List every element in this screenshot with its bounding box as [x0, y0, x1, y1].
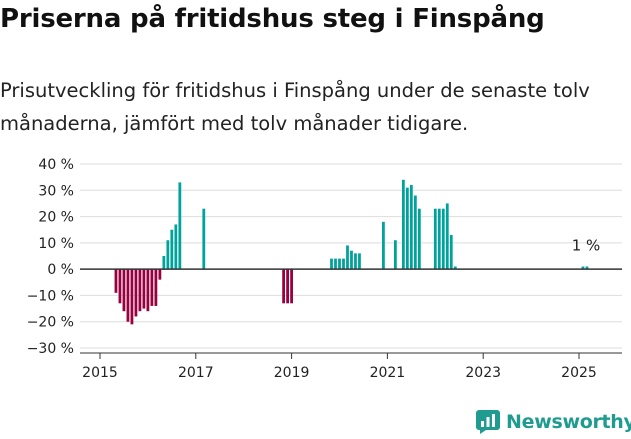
bar [130, 269, 134, 325]
bar [162, 256, 166, 270]
brand-name: Newsworthy [506, 411, 631, 433]
bar [350, 250, 353, 270]
bar [122, 269, 126, 312]
bar [409, 185, 413, 270]
bar [581, 266, 585, 270]
x-tick-label: 2015 [82, 365, 118, 381]
x-axis: 2015 2017 2019 2021 2023 2025 [80, 352, 622, 381]
bar [178, 182, 182, 270]
value-annotation: 1 % [572, 237, 601, 255]
y-tick-label: 10 % [38, 236, 74, 252]
bar [134, 269, 138, 317]
y-tick-label: −30 % [27, 341, 74, 357]
brand-logo: Newsworthy [476, 408, 631, 436]
bar [158, 269, 162, 280]
y-tick-label: 30 % [38, 183, 74, 199]
bar [358, 253, 361, 270]
bar [346, 245, 349, 270]
bar [166, 240, 170, 270]
bars [114, 179, 589, 325]
bar [413, 195, 417, 270]
x-tick-label: 2017 [178, 365, 214, 381]
bar [393, 240, 397, 270]
bar [401, 179, 405, 270]
bar [286, 269, 289, 304]
x-tick-label: 2025 [561, 365, 597, 381]
bar [170, 229, 174, 270]
bar [585, 266, 589, 270]
bar [417, 208, 421, 270]
newsworthy-logo-icon [476, 410, 500, 434]
bar [354, 253, 357, 270]
y-tick-label: 0 % [47, 262, 74, 278]
y-tick-label: −20 % [27, 315, 74, 331]
y-axis: 40 % 30 % 20 % 10 % 0 % −10 % −20 % −30 % [27, 157, 74, 357]
chart-title: Priserna på fritidshus steg i Finspång [0, 4, 545, 34]
bar [334, 258, 337, 270]
y-tick-label: −10 % [27, 288, 74, 304]
bar [138, 269, 142, 312]
x-tick-label: 2019 [274, 365, 310, 381]
bar [126, 269, 130, 322]
gridlines [80, 163, 622, 349]
y-tick-label: 20 % [38, 210, 74, 226]
y-tick-label: 40 % [38, 157, 74, 173]
bar [202, 208, 206, 270]
bar [150, 269, 154, 306]
bar [453, 266, 457, 270]
annotations: 1 % [572, 237, 601, 255]
x-tick-label: 2023 [465, 365, 501, 381]
bar [433, 208, 437, 270]
bar [338, 258, 341, 270]
bar [174, 224, 178, 270]
bar [154, 269, 158, 306]
bar [290, 269, 293, 304]
bar [441, 208, 445, 270]
bar [405, 187, 409, 270]
bar [342, 258, 345, 270]
x-tick-label: 2021 [370, 365, 406, 381]
bar [282, 269, 286, 304]
bar [330, 258, 333, 270]
bar [449, 234, 453, 270]
bar [142, 269, 146, 309]
bar [445, 203, 449, 270]
bar [114, 269, 118, 293]
bar-chart: 40 %30 %20 %10 %0 %−10 %−20 %−30 % 2015 2… [27, 157, 622, 381]
bar [382, 221, 385, 270]
bar [146, 269, 150, 312]
bar [437, 208, 441, 270]
chart-subtitle: Prisutveckling för fritidshus i Finspång… [0, 79, 590, 135]
bar [118, 269, 122, 304]
